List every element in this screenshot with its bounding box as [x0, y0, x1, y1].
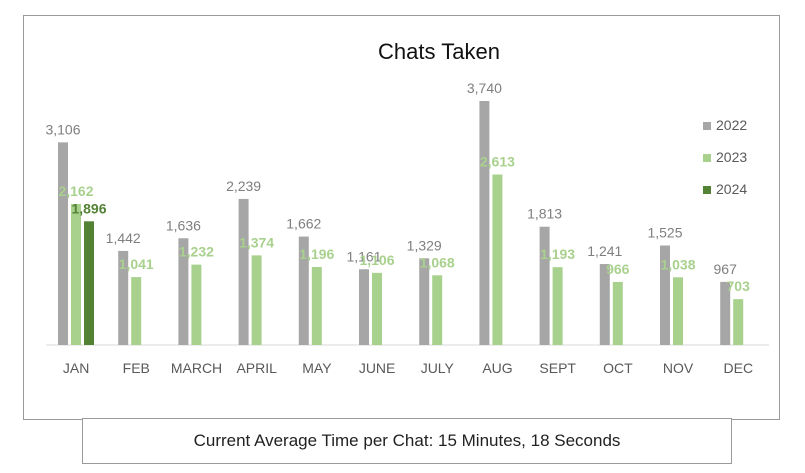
- data-label-2022: 967: [714, 261, 738, 277]
- bar-2024: [84, 221, 94, 345]
- chart-frame: [23, 15, 780, 420]
- data-label-2022: 1,329: [407, 237, 442, 253]
- x-tick-label: DEC: [724, 360, 754, 376]
- bar-2023: [612, 281, 623, 345]
- data-label-2022: 1,161: [346, 248, 381, 264]
- data-label-2023: 1,041: [119, 256, 154, 272]
- x-tick-label: FEB: [123, 360, 150, 376]
- data-label-2022: 1,525: [647, 225, 682, 241]
- bar-2023: [492, 174, 503, 345]
- x-tick-label: NOV: [663, 360, 694, 376]
- bar-2022: [720, 281, 731, 345]
- legend-swatch-2022: [703, 122, 711, 130]
- bar-2023: [71, 203, 81, 345]
- data-label-2023: 966: [606, 261, 630, 277]
- x-tick-label: OCT: [603, 360, 633, 376]
- data-label-2023: 1,196: [299, 246, 334, 262]
- data-label-2022: 1,636: [166, 217, 201, 233]
- bar-2022: [298, 236, 309, 345]
- bar-2022: [660, 245, 670, 345]
- legend-swatch-2024: [703, 186, 711, 194]
- bar-2023: [432, 275, 443, 345]
- bar-2022: [599, 264, 610, 345]
- data-label-2022: 2,239: [226, 178, 261, 194]
- x-tick-label: MAY: [302, 360, 332, 376]
- x-tick-label: MARCH: [171, 360, 222, 376]
- x-tick-label: JAN: [63, 360, 89, 376]
- bar-2022: [479, 101, 490, 345]
- bar-2023: [311, 266, 322, 345]
- legend-label-2022: 2022: [716, 117, 747, 133]
- data-label-2022: 3,740: [467, 80, 502, 96]
- bar-2023: [131, 277, 142, 345]
- bar-2023: [673, 277, 683, 345]
- legend-label-2024: 2024: [716, 181, 747, 197]
- data-label-2022: 1,662: [286, 216, 321, 232]
- bar-2023: [372, 272, 382, 345]
- bar-2022: [178, 238, 189, 345]
- bar-2023: [251, 255, 262, 345]
- bar-2022: [118, 250, 129, 345]
- bar-2023: [733, 299, 744, 345]
- data-label-2023: 1,374: [239, 234, 274, 250]
- average-time-text: Current Average Time per Chat: 15 Minute…: [193, 431, 621, 450]
- x-tick-label: JUNE: [359, 360, 396, 376]
- data-label-2022: 1,241: [587, 243, 622, 259]
- legend-label-2023: 2023: [716, 149, 747, 165]
- data-label-2022: 3,106: [45, 121, 80, 137]
- data-label-2024: 1,896: [71, 200, 106, 216]
- bar-2022: [238, 198, 249, 345]
- bar-2022: [539, 226, 550, 345]
- legend-swatch-2023: [703, 154, 711, 162]
- data-label-2023: 1,106: [359, 252, 394, 268]
- chart-title: Chats Taken: [378, 39, 500, 64]
- x-tick-label: SEPT: [539, 360, 576, 376]
- data-label-2022: 1,442: [106, 230, 141, 246]
- data-label-2022: 1,813: [527, 206, 562, 222]
- bar-2022: [58, 142, 68, 345]
- bar-2023: [552, 267, 563, 345]
- x-tick-label: JULY: [421, 360, 455, 376]
- bar-2022: [419, 258, 430, 345]
- data-label-2023: 1,068: [420, 254, 455, 270]
- x-tick-label: APRIL: [236, 360, 277, 376]
- data-label-2023: 2,613: [480, 154, 515, 170]
- bar-2023: [191, 264, 202, 345]
- data-label-2023: 2,162: [58, 183, 93, 199]
- data-label-2023: 1,232: [179, 244, 214, 260]
- data-label-2023: 1,038: [660, 256, 695, 272]
- x-tick-label: AUG: [482, 360, 512, 376]
- data-label-2023: 1,193: [540, 246, 575, 262]
- footer-box: Current Average Time per Chat: 15 Minute…: [82, 418, 732, 464]
- bar-2022: [359, 269, 369, 345]
- data-label-2023: 703: [727, 278, 751, 294]
